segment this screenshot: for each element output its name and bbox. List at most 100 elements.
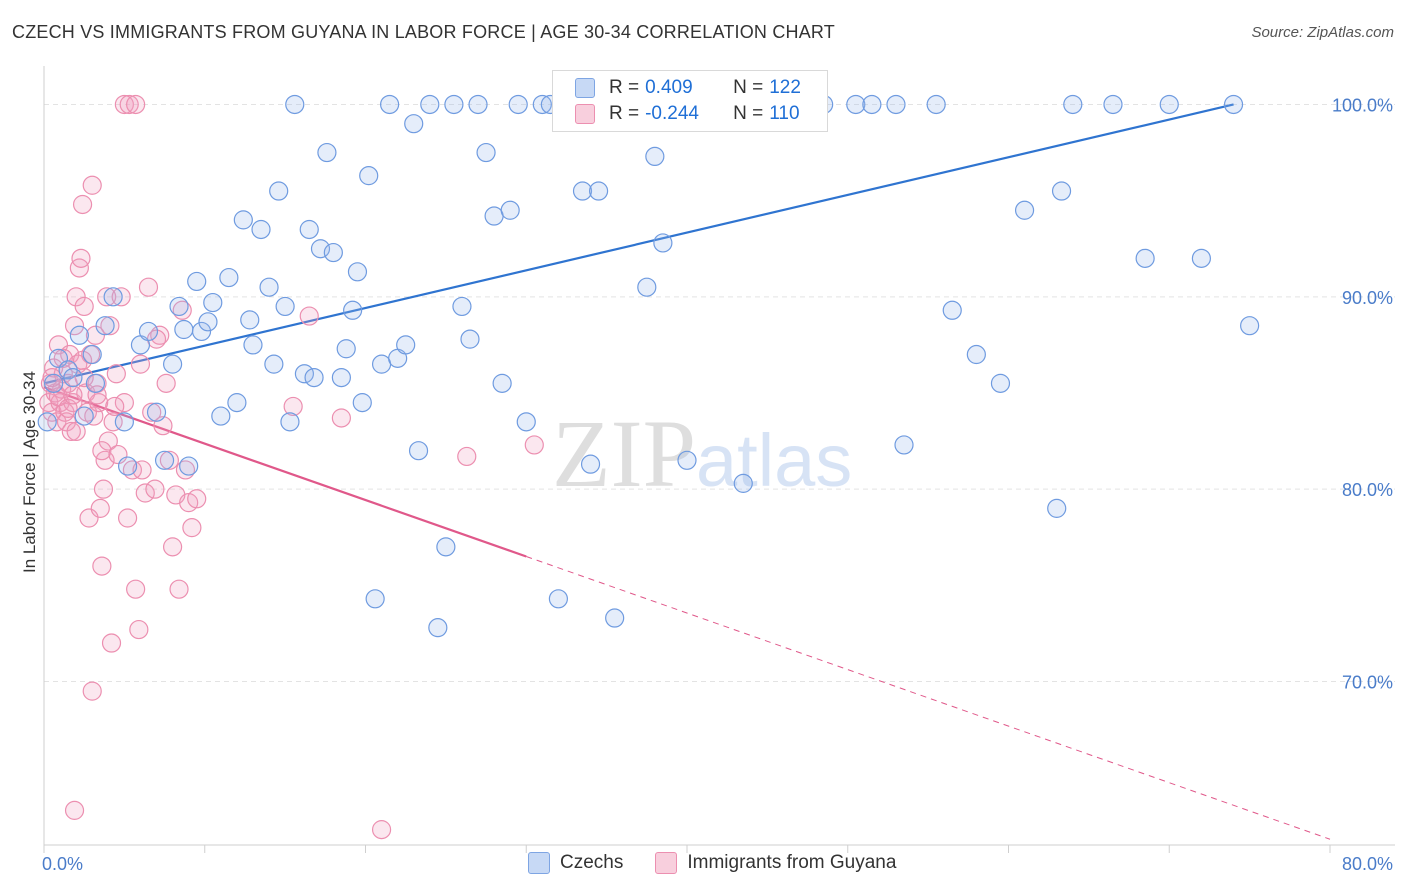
y-tick-label: 90.0% xyxy=(1342,288,1393,308)
czech-data-point xyxy=(211,406,231,426)
czech-data-point xyxy=(436,537,456,557)
czech-data-point xyxy=(240,310,260,330)
guyana-data-point xyxy=(97,287,117,307)
czech-data-point xyxy=(645,146,665,167)
czech-data-point xyxy=(460,329,480,349)
czech-data-point xyxy=(259,277,279,297)
guyana-data-point xyxy=(63,385,83,405)
czech-data-point xyxy=(1135,248,1155,268)
czech-data-point xyxy=(317,142,337,163)
czech-data-point xyxy=(117,456,138,476)
czech-data-point xyxy=(146,402,167,422)
guyana-data-point xyxy=(138,277,159,297)
czech-data-point xyxy=(336,339,356,359)
czech-data-point xyxy=(396,335,416,355)
guyana-data-point xyxy=(159,450,179,470)
czech-data-point xyxy=(926,94,946,115)
czech-data-point xyxy=(169,296,189,317)
czech-data-point xyxy=(179,456,199,476)
guyana-data-point xyxy=(163,537,183,557)
czech-data-point xyxy=(82,344,102,365)
trend-lines xyxy=(43,103,1331,840)
guyana-data-point xyxy=(85,325,106,345)
guyana-data-point xyxy=(103,412,123,432)
czech-data-point xyxy=(677,450,697,470)
czech-data-point xyxy=(37,412,57,432)
czech-data-point xyxy=(733,473,753,493)
czech-data-point xyxy=(275,296,295,317)
czechs-swatch-icon xyxy=(575,78,595,98)
guyana-data-point xyxy=(82,681,102,701)
guyana-data-point xyxy=(142,402,162,422)
guyana-trend-line xyxy=(43,386,527,558)
czech-data-point xyxy=(280,412,300,432)
czech-data-point xyxy=(476,142,496,163)
czech-data-point xyxy=(74,406,94,426)
tick-labels: 70.0% 80.0% 90.0% 100.0% 0.0% 80.0% xyxy=(42,95,1393,874)
czech-data-point xyxy=(492,373,512,393)
czech-data-point xyxy=(191,321,212,342)
legend-item-czechs[interactable]: Czechs xyxy=(528,852,623,874)
czech-data-point xyxy=(1159,94,1179,115)
czech-data-point xyxy=(990,373,1011,393)
czech-data-point xyxy=(1223,94,1244,115)
czech-data-point xyxy=(653,233,673,253)
guyana-data-point xyxy=(47,412,67,432)
guyana-data-point xyxy=(66,421,86,442)
guyana-data-point xyxy=(89,393,109,413)
czech-data-point xyxy=(85,373,106,393)
czech-data-point xyxy=(269,181,289,201)
y-tick-label: 100.0% xyxy=(1332,95,1393,115)
guyana-data-point xyxy=(169,579,189,599)
legend-item-guyana[interactable]: Immigrants from Guyana xyxy=(655,852,896,874)
czech-data-point xyxy=(500,200,520,220)
czech-data-point xyxy=(846,94,866,115)
series-legend: Czechs Immigrants from Guyana xyxy=(528,852,928,874)
czech-data-point xyxy=(203,292,223,313)
czech-data-point xyxy=(299,219,319,240)
r-label: R = xyxy=(609,77,640,98)
czechs-n-value: 122 xyxy=(769,77,801,98)
guyana-r-value: -0.244 xyxy=(645,103,699,124)
czech-data-point xyxy=(1103,94,1123,115)
guyana-data-point xyxy=(135,483,155,503)
guyana-data-point xyxy=(117,508,138,528)
czech-data-point xyxy=(347,262,368,282)
guyana-data-point xyxy=(129,619,149,640)
czech-data-point xyxy=(174,319,194,340)
czech-data-point xyxy=(138,321,159,342)
chart-title: CZECH VS IMMIGRANTS FROM GUYANA IN LABOR… xyxy=(12,22,836,42)
guyana-data-point xyxy=(114,393,134,413)
czech-data-point xyxy=(428,618,448,638)
czech-data-point xyxy=(1047,498,1067,518)
guyana-data-point xyxy=(187,489,207,509)
guyana-data-point xyxy=(130,354,151,374)
czech-data-point xyxy=(1240,316,1260,336)
guyana-legend-swatch-icon xyxy=(655,852,678,874)
czech-data-point xyxy=(44,373,64,393)
y-tick-label: 80.0% xyxy=(1342,480,1393,500)
czech-data-point xyxy=(219,267,239,288)
czech-data-point xyxy=(468,94,488,115)
y-tick-label: 70.0% xyxy=(1342,673,1393,693)
guyana-data-point xyxy=(92,556,112,576)
czech-data-point xyxy=(365,589,385,609)
czech-data-point xyxy=(163,354,183,374)
czech-data-point xyxy=(1063,94,1083,115)
guyana-data-point xyxy=(106,364,126,384)
guyana-data-point xyxy=(98,431,118,451)
guyana-data-point xyxy=(105,396,125,417)
legend-row-guyana: R = -0.244 N = 110 xyxy=(575,102,800,126)
guyana-data-point xyxy=(524,435,544,455)
guyana-data-point xyxy=(156,373,176,393)
czech-data-point xyxy=(380,94,400,115)
czech-data-point xyxy=(1051,181,1072,201)
axes xyxy=(43,66,1395,853)
czech-data-point xyxy=(323,242,343,263)
czech-data-point xyxy=(508,94,528,115)
guyana-data-point xyxy=(111,287,131,307)
guyana-data-point xyxy=(74,296,94,317)
czech-data-point xyxy=(1014,200,1035,220)
czech-data-point xyxy=(227,393,247,413)
